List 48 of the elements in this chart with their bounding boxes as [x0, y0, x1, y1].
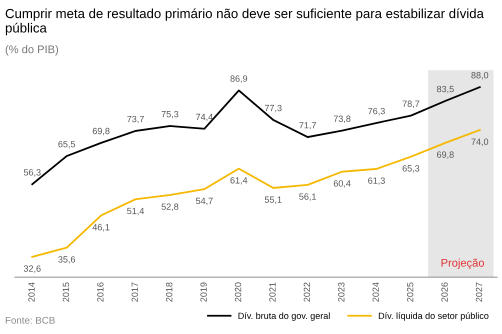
- data-label: 83,5: [436, 86, 454, 94]
- x-tick-label: 2024: [372, 282, 379, 302]
- data-label: 86,9: [230, 75, 248, 83]
- data-label: 60,4: [334, 180, 351, 188]
- data-label: 56,1: [299, 193, 316, 201]
- data-label: 65,5: [58, 140, 76, 148]
- data-label: 61,3: [368, 177, 385, 185]
- source-note: Fonte: BCB: [6, 316, 55, 324]
- data-label: 35,6: [58, 256, 76, 264]
- data-label: 88,0: [471, 72, 488, 80]
- x-tick-label: 2017: [132, 282, 138, 302]
- data-label: 78,7: [402, 100, 420, 108]
- chart-subtitle: (% do PIB): [6, 45, 58, 56]
- data-label: 75,3: [162, 110, 178, 118]
- x-tick-label: 2018: [166, 282, 172, 302]
- legend-label: Dív. bruta do gov. geral: [238, 312, 330, 321]
- data-label: 32,6: [24, 265, 41, 273]
- data-label: 69,8: [437, 151, 454, 159]
- data-label: 46,1: [92, 224, 110, 232]
- x-tick-label: 2026: [441, 282, 448, 302]
- x-tick-label: 2016: [97, 282, 104, 302]
- data-label: 65,3: [402, 165, 420, 173]
- data-label: 74,0: [471, 138, 488, 146]
- data-label: 77,3: [264, 104, 282, 112]
- x-tick-label: 2015: [62, 282, 70, 302]
- data-label: 69,8: [92, 128, 110, 136]
- data-label: 56,3: [24, 169, 41, 177]
- data-label: 76,3: [368, 108, 385, 116]
- data-label: 71,7: [299, 122, 316, 130]
- chart-title: Cumprir meta de resultado primário não deve ser suficiente para estabilizar dívida pública: [6, 8, 484, 36]
- x-tick-label: 2027: [476, 282, 482, 302]
- data-label: 73,7: [127, 116, 144, 124]
- x-tick-label: 2023: [338, 282, 344, 302]
- data-label: 73,8: [334, 116, 350, 123]
- x-tick-label: 2025: [406, 282, 414, 302]
- data-label: 54,7: [196, 198, 213, 206]
- x-tick-label: 2020: [234, 282, 242, 302]
- data-label: 51,4: [127, 208, 144, 216]
- x-tick-label: 2014: [28, 282, 35, 302]
- legend-label: Dív. líquida do setor público: [378, 312, 488, 321]
- x-tick-label: 2021: [269, 282, 276, 302]
- band-label: Projeção: [442, 258, 484, 269]
- data-label: 61,4: [230, 177, 248, 185]
- data-label: 52,8: [162, 203, 178, 211]
- data-label: 55,1: [264, 196, 282, 204]
- data-label: 74,4: [196, 114, 213, 122]
- x-tick-label: 2022: [304, 282, 310, 302]
- x-tick-label: 2019: [200, 282, 207, 302]
